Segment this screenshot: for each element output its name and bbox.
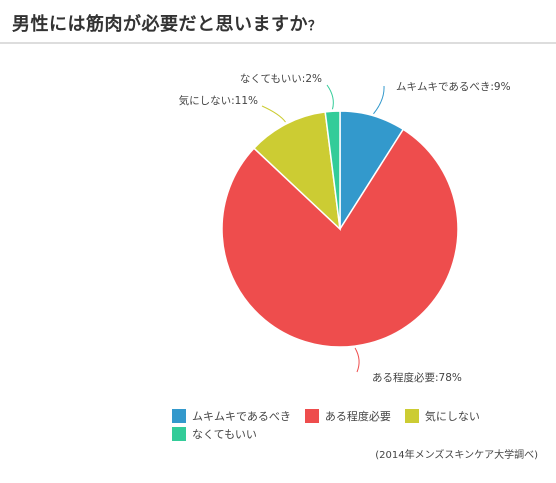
legend-swatch — [304, 409, 319, 423]
pie-chart: ムキムキであるべき:9% ある程度必要:78% 気にしない:11% なくてもいい:2% — [179, 73, 511, 384]
slice-label-muscular: ムキムキであるべき:9% — [396, 81, 511, 93]
source-note: (2014年メンズスキンケア大学調べ) — [375, 450, 538, 461]
legend-item-dont-care: 気にしない — [404, 408, 480, 424]
chart-title-text: 男性には筋肉が必要だと思いますか — [12, 14, 308, 35]
legend-swatch — [172, 427, 186, 441]
legend-label: ムキムキであるべき — [192, 410, 291, 423]
pie-slice-somewhat-needed — [221, 128, 459, 348]
legend-label: なくてもいい — [192, 428, 257, 441]
legend-swatch — [404, 409, 419, 423]
pie-slice-not-needed — [324, 110, 341, 230]
pie-slice-dont-care — [252, 111, 342, 231]
slice-label-dont-care: 気にしない:11% — [179, 94, 258, 107]
leader-line-dont-care — [261, 105, 286, 123]
leader-line-muscular — [373, 85, 385, 115]
legend-item-somewhat-needed: ある程度必要 — [304, 408, 391, 424]
chart-legend: ムキムキであるべき ある程度必要 気にしないなくてもいい — [172, 408, 552, 442]
chart-title: 男性には筋肉が必要だと思いますか？ — [12, 10, 322, 36]
leader-line-somewhat-needed — [354, 347, 360, 373]
slice-label-somewhat-needed: ある程度必要:78% — [372, 371, 462, 384]
legend-label: 気にしない — [424, 410, 480, 423]
legend-item-muscular: ムキムキであるべき — [172, 408, 291, 424]
slice-label-not-needed: なくてもいい:2% — [240, 73, 322, 85]
legend-label: ある程度必要 — [324, 410, 391, 423]
title-underline — [0, 42, 556, 44]
legend-swatch — [172, 409, 186, 423]
chart-title-suffix: ？ — [308, 19, 322, 34]
legend-item-not-needed: なくてもいい — [172, 426, 257, 442]
leader-line-not-needed — [326, 84, 334, 110]
